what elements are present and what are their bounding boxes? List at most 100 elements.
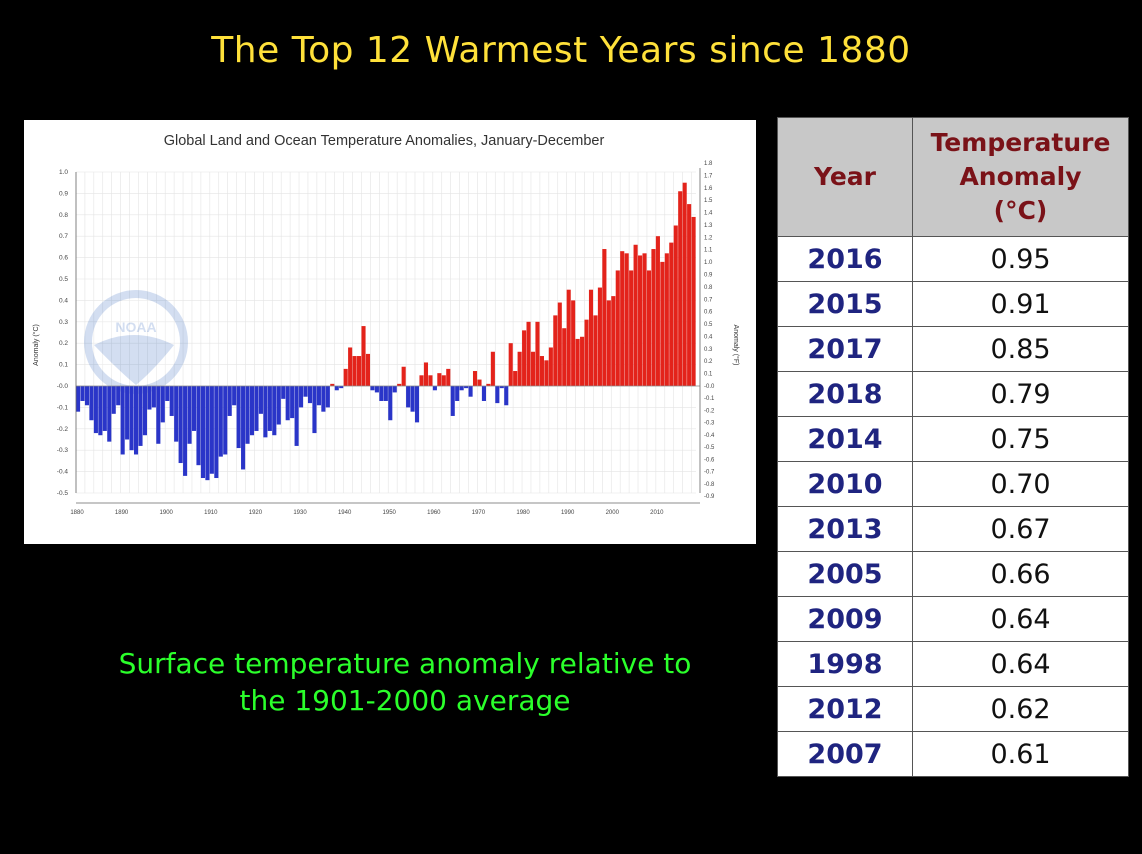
bar-1938	[334, 386, 339, 391]
bar-1934	[316, 386, 321, 406]
grid-lines	[75, 171, 696, 494]
caption-line-2: the 1901-2000 average	[239, 684, 571, 717]
bar-1973	[490, 351, 495, 386]
bar-1977	[508, 343, 513, 386]
table-row: 2010 0.70	[777, 461, 1129, 507]
table-row: 2016 0.95	[777, 236, 1129, 282]
bar-1943	[357, 356, 362, 386]
y-axis-label-right: Anomaly (°F)	[732, 325, 740, 366]
anomaly-cell: 0.75	[912, 416, 1129, 462]
bar-1985	[544, 360, 549, 386]
noaa-logo-circle	[84, 290, 188, 394]
bar-1921	[258, 386, 263, 414]
y-tick-label-right: -0.2	[704, 408, 715, 414]
bar-1981	[526, 321, 531, 386]
bar-1957	[419, 375, 424, 386]
y-tick-label-left: -0.3	[57, 447, 69, 454]
anomaly-cell: 0.64	[912, 641, 1129, 687]
x-tick-label: 1960	[427, 510, 441, 516]
bar-1935	[321, 386, 326, 412]
bar-1941	[348, 347, 353, 386]
bar-1945	[365, 353, 371, 386]
year-cell: 2017	[777, 326, 913, 372]
bar-1929	[294, 386, 299, 446]
y-tick-label-left: 0.7	[59, 233, 68, 240]
caption-line-1: Surface temperature anomaly relative to	[118, 647, 692, 680]
bar-1936	[325, 386, 330, 408]
bar-1963	[446, 368, 451, 386]
anomaly-cell: 0.61	[912, 731, 1129, 777]
x-tick-label: 2010	[650, 510, 664, 516]
bar-1888	[111, 386, 116, 414]
y-tick-label-right: 1.6	[704, 186, 713, 192]
bar-2003	[624, 253, 629, 386]
bar-1919	[249, 386, 255, 436]
bar-1955	[410, 386, 415, 412]
header-anomaly: Temperature Anomaly (°C)	[912, 117, 1129, 237]
anomaly-cell: 0.95	[912, 236, 1129, 282]
y-tick-label-right: 1.7	[704, 173, 713, 179]
bar-1937	[330, 383, 335, 386]
y-tick-label-right: 1.2	[704, 235, 713, 241]
x-tick-label: 1900	[160, 510, 174, 516]
bar-1976	[504, 386, 509, 406]
table-header-row: Year Temperature Anomaly (°C)	[777, 117, 1129, 237]
bar-1927	[285, 386, 290, 421]
bar-1903	[178, 386, 183, 464]
anomaly-cell: 0.70	[912, 461, 1129, 507]
bar-1997	[597, 287, 602, 386]
bar-1942	[352, 356, 357, 386]
bar-1915	[232, 386, 237, 406]
table-row: 2015 0.91	[777, 281, 1129, 327]
y-tick-label-left: -0.0	[57, 383, 69, 390]
x-tick-label: 1970	[472, 510, 486, 516]
bar-1995	[588, 289, 594, 386]
y-tick-label-right: -0.7	[704, 470, 715, 476]
bar-1885	[98, 386, 103, 436]
bar-1952	[397, 383, 402, 386]
bar-1974	[495, 386, 500, 404]
bar-1905	[187, 386, 192, 444]
bar-1966	[459, 386, 464, 391]
bar-1882	[84, 386, 90, 406]
table-row: 2012 0.62	[777, 686, 1129, 732]
temperature-anomaly-chart: Global Land and Ocean Temperature Anomal…	[32, 133, 740, 516]
y-tick-label-left: 0.3	[59, 319, 68, 326]
bar-1992	[575, 338, 580, 386]
x-tick-label: 1910	[204, 510, 218, 516]
bar-1911	[214, 386, 219, 479]
bar-1972	[486, 383, 491, 386]
bar-1924	[272, 386, 277, 436]
year-cell: 2010	[777, 461, 913, 507]
bar-1946	[370, 386, 375, 391]
y-tick-label-right: 0.1	[704, 372, 713, 378]
y-tick-label-left: 0.5	[59, 276, 68, 283]
x-tick-label: 1930	[293, 510, 307, 516]
x-tick-label: 1990	[561, 510, 575, 516]
bar-1968	[468, 386, 473, 397]
bar-1914	[227, 386, 232, 416]
y-tick-label-right: 1.1	[704, 248, 713, 254]
bar-1990	[566, 289, 571, 386]
header-anomaly-line-3: (°C)	[993, 196, 1048, 225]
bar-1912	[218, 386, 223, 457]
bar-2006	[638, 255, 643, 386]
y-tick-label-right: 0.4	[704, 334, 713, 340]
y-tick-label-left: 0.1	[59, 362, 68, 369]
year-cell: 2009	[777, 596, 913, 642]
anomaly-cell: 0.79	[912, 371, 1129, 417]
year-cell: 2007	[777, 731, 913, 777]
bar-1887	[107, 386, 112, 442]
bar-1881	[80, 386, 85, 401]
noaa-logo-inner	[92, 298, 180, 386]
chart-title: Global Land and Ocean Temperature Anomal…	[164, 133, 605, 149]
bar-1892	[129, 386, 134, 451]
bar-2001	[615, 270, 620, 386]
bar-1918	[245, 386, 250, 444]
x-tick-label: 1950	[383, 510, 397, 516]
year-cell: 2014	[777, 416, 913, 462]
bar-1917	[241, 386, 246, 470]
bar-2005	[633, 244, 638, 386]
bar-1951	[392, 386, 397, 393]
y-tick-label-right: -0.4	[704, 433, 715, 439]
